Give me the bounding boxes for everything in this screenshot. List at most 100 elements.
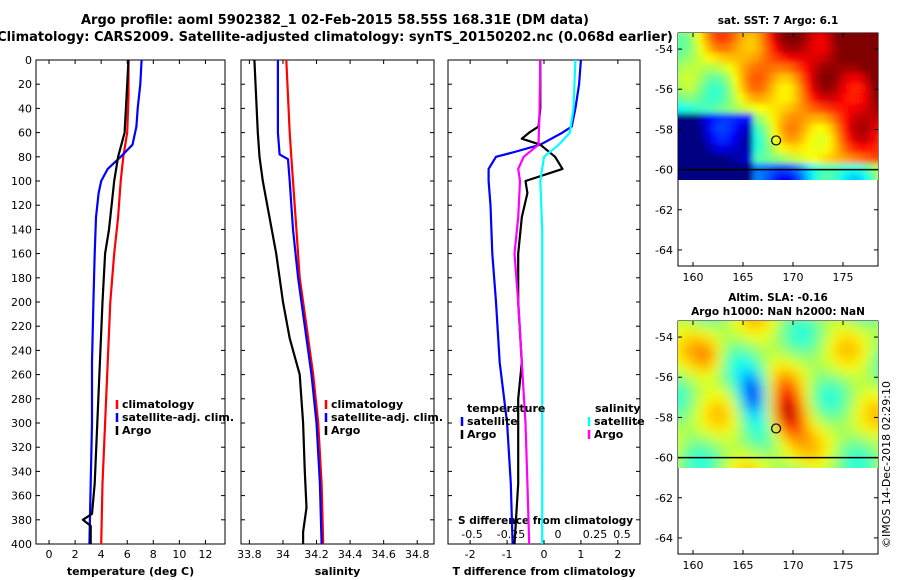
map-cell <box>753 153 759 165</box>
map-cell <box>668 184 674 195</box>
map-cell <box>683 321 689 332</box>
map-cell <box>788 461 794 468</box>
map-cell <box>823 381 829 393</box>
map-cell <box>833 401 839 413</box>
map-cell <box>793 351 799 363</box>
map-cell <box>693 441 699 453</box>
map-cell <box>873 153 878 165</box>
y-tick-label: 60 <box>18 127 32 140</box>
map-cell <box>848 381 854 393</box>
map-cell <box>883 63 889 74</box>
map-cell <box>778 411 784 423</box>
map-cell <box>848 133 854 145</box>
map-cell <box>803 401 809 413</box>
map-cell <box>713 431 719 443</box>
map-cell <box>858 33 864 34</box>
map-cell <box>793 361 799 373</box>
legend-label: climatology <box>122 398 194 411</box>
map-cell <box>738 93 744 105</box>
map-cell <box>723 33 729 44</box>
map-cell <box>878 133 884 144</box>
map-cell <box>788 321 794 332</box>
map-cell <box>818 381 824 393</box>
map-cell <box>683 341 689 353</box>
map-cell <box>788 391 794 403</box>
map-cell <box>778 391 784 403</box>
map-cell <box>793 341 799 353</box>
map-cell <box>853 321 859 332</box>
map-cell <box>863 63 869 75</box>
map-cell <box>773 123 779 135</box>
map-cell <box>808 321 814 332</box>
map-cell <box>868 13 874 24</box>
map-cell <box>738 103 744 115</box>
map-cell <box>723 351 729 363</box>
map-cell <box>823 321 829 332</box>
map-cell <box>763 53 769 65</box>
map-cell <box>778 63 784 75</box>
map-cell <box>828 93 834 105</box>
map-cell <box>688 381 694 393</box>
map-cell <box>763 73 769 85</box>
map-cell <box>843 321 849 332</box>
map-cell <box>788 63 794 75</box>
map-cell <box>773 73 779 85</box>
map-cell <box>713 153 719 165</box>
map-cell <box>763 391 769 403</box>
map-cell <box>738 431 744 443</box>
argo-location-marker <box>770 135 782 146</box>
map-cell <box>858 73 864 85</box>
map-cell <box>683 13 689 24</box>
map-cell <box>748 53 754 65</box>
map-cell <box>698 43 704 54</box>
plot-frame <box>447 59 641 545</box>
map-cell <box>733 421 739 433</box>
map-cell <box>813 73 819 85</box>
map-cell <box>808 361 814 373</box>
map-cell <box>858 13 864 24</box>
map-cell <box>703 153 709 165</box>
y-tick-label: 320 <box>11 441 32 454</box>
map-cell <box>858 361 864 373</box>
map-cell <box>678 143 684 155</box>
s-tick-label: -0.25 <box>497 528 525 541</box>
map-cell <box>693 371 699 383</box>
map-cell <box>753 431 759 443</box>
map-cell <box>753 381 759 393</box>
map-cell <box>818 461 824 468</box>
map-cell <box>853 461 859 468</box>
map-cell <box>713 43 719 54</box>
map-cell <box>818 421 824 433</box>
y-tick-label: 220 <box>11 320 32 333</box>
map-cell <box>848 421 854 433</box>
map-cell <box>748 321 754 332</box>
map-cell <box>863 461 869 468</box>
map-cell <box>768 113 774 125</box>
map-cell <box>793 73 799 85</box>
map-cell <box>688 113 694 125</box>
map-cell <box>723 53 729 65</box>
map-cell <box>753 341 759 353</box>
map-cell <box>818 153 824 165</box>
map-cell <box>748 461 754 468</box>
map-cell <box>708 351 714 363</box>
map-cell <box>823 431 829 443</box>
map-cell <box>848 431 854 443</box>
map-cell <box>883 371 889 382</box>
map-cell <box>843 361 849 373</box>
map-cell <box>878 43 884 54</box>
map-cell <box>783 381 789 393</box>
map-cell <box>818 53 824 65</box>
map-cell <box>758 173 764 180</box>
map-cell <box>773 133 779 145</box>
map-cell <box>718 113 724 125</box>
map-cell <box>738 143 744 155</box>
map-cell <box>838 331 844 342</box>
map-cell <box>823 461 829 468</box>
map-cell <box>788 143 794 155</box>
map-cell <box>768 381 774 393</box>
map-cell <box>703 93 709 105</box>
map-cell <box>878 144 884 155</box>
map-cell <box>868 73 874 85</box>
map-cell <box>823 93 829 105</box>
